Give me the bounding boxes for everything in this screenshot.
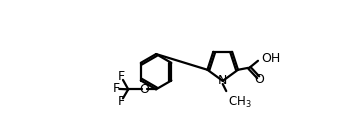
Text: F: F	[118, 95, 125, 108]
Text: CH$_3$: CH$_3$	[228, 95, 252, 110]
Text: F: F	[118, 70, 125, 83]
Text: O: O	[139, 83, 149, 96]
Text: OH: OH	[261, 52, 281, 65]
Text: F: F	[113, 82, 120, 95]
Text: O: O	[254, 74, 264, 87]
Text: N: N	[218, 74, 228, 87]
